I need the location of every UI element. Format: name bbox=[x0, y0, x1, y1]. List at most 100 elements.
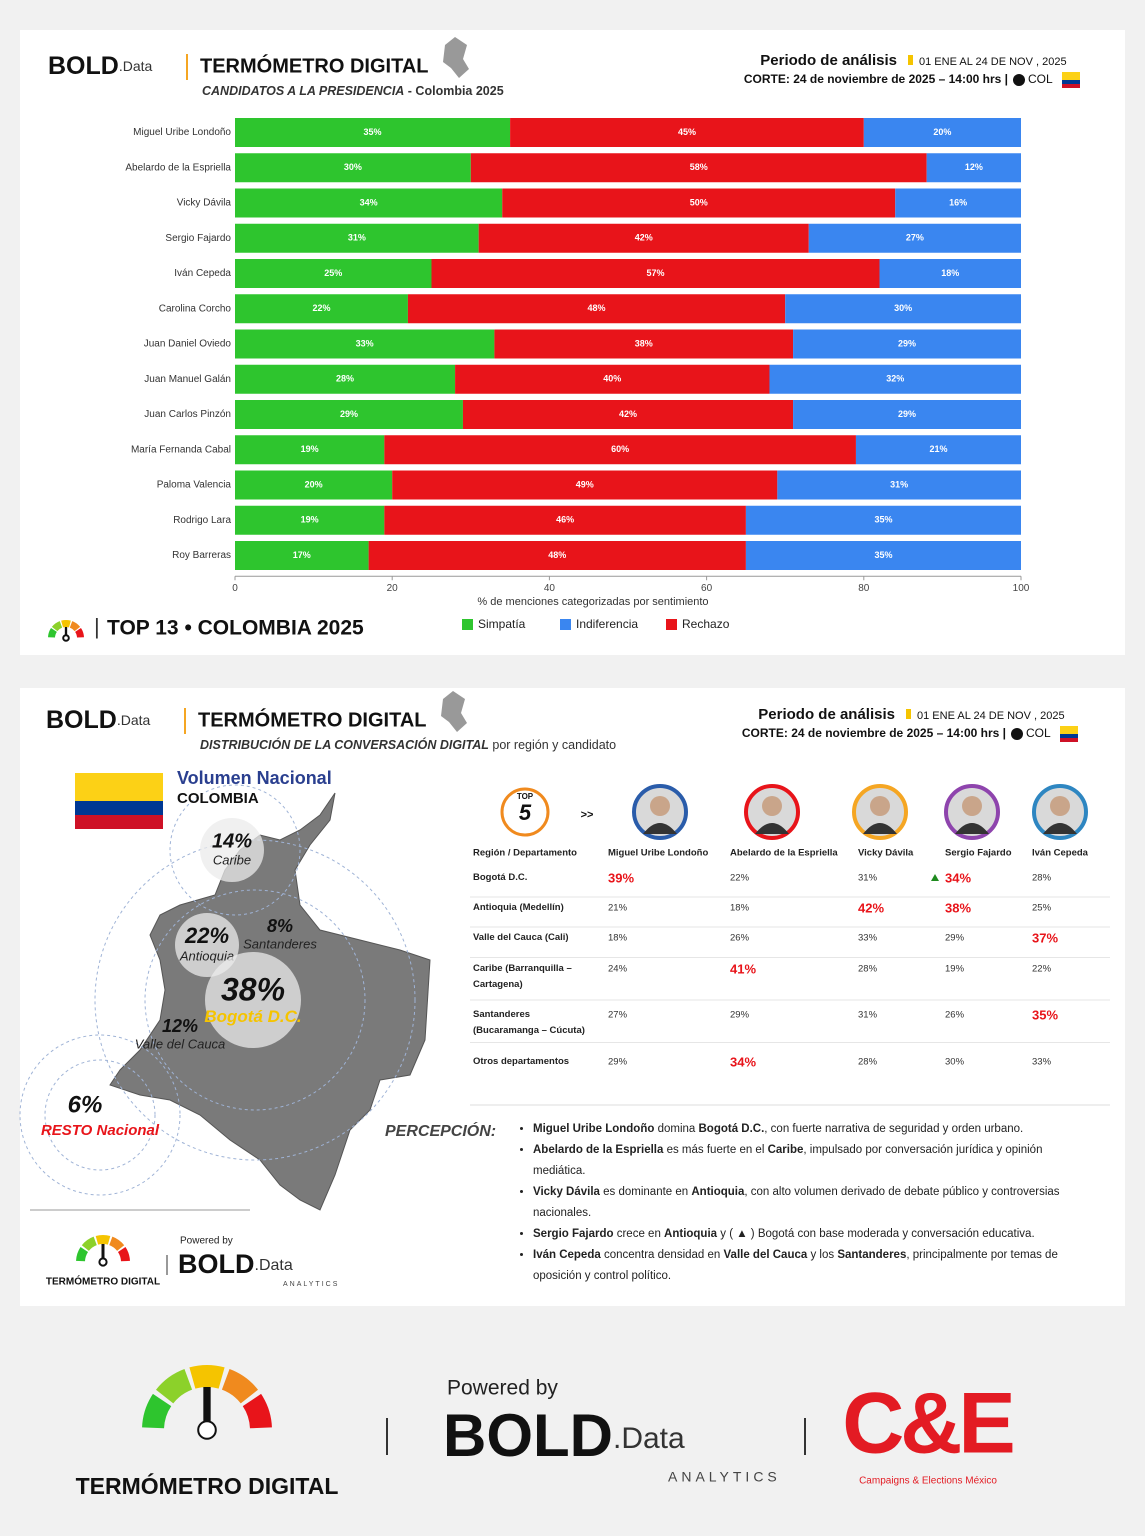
bar-segment bbox=[808, 223, 1021, 253]
brand-name: BOLD bbox=[178, 1249, 255, 1279]
brand-name: BOLD bbox=[443, 1402, 613, 1469]
cell: 37% bbox=[1032, 930, 1058, 945]
bar-segment bbox=[745, 505, 1021, 535]
avatar-face bbox=[650, 796, 670, 816]
caption: TOP 13 • COLOMBIA 2025 bbox=[107, 617, 364, 640]
avatar-body bbox=[1043, 823, 1077, 834]
data-label: 19% bbox=[301, 515, 319, 525]
powered: Powered by bbox=[447, 1377, 558, 1400]
header: BOLD.Data TERMÓMETRO DIGITAL CANDIDATOS A … bbox=[48, 37, 1080, 98]
avatar-face bbox=[1050, 796, 1070, 816]
brand-suffix: .Data bbox=[613, 1422, 685, 1455]
cell: 33% bbox=[1032, 1057, 1052, 1068]
bubble-label: Antioquia bbox=[179, 949, 234, 964]
cell: 26% bbox=[945, 1010, 965, 1021]
brand-suffix: .Data bbox=[119, 58, 153, 74]
bar-segment bbox=[855, 435, 1021, 465]
y-tick-label: Paloma Valencia bbox=[157, 480, 232, 491]
cell: 25% bbox=[1032, 903, 1052, 914]
bubble-share: 38% bbox=[221, 971, 285, 1007]
row-label: Bogotá D.C. bbox=[473, 872, 528, 883]
data-label: 31% bbox=[890, 479, 908, 489]
divider bbox=[184, 708, 186, 734]
volume-title: Volumen Nacional bbox=[177, 768, 332, 788]
perception-text: Iván Cepeda bbox=[533, 1249, 601, 1261]
brand: BOLD.Data bbox=[178, 1249, 293, 1279]
country: COL bbox=[1026, 726, 1051, 740]
gauge-hub bbox=[197, 1420, 217, 1440]
cell: 27% bbox=[608, 1010, 628, 1021]
gauge-segment bbox=[95, 1235, 111, 1245]
bar-segment bbox=[793, 329, 1021, 359]
period-marker bbox=[906, 709, 911, 719]
data-label: 30% bbox=[894, 303, 912, 313]
flag bbox=[75, 815, 163, 829]
data-label: 20% bbox=[933, 127, 951, 137]
bar-segment bbox=[470, 153, 927, 183]
bar-segment bbox=[235, 259, 432, 288]
bar-segment bbox=[384, 435, 856, 465]
x-tick-label: 20 bbox=[387, 583, 399, 594]
bar-segment bbox=[863, 118, 1021, 147]
data-label: 27% bbox=[906, 233, 924, 243]
row-label: Antioquia (Medellín) bbox=[473, 902, 564, 913]
gauge-segment bbox=[142, 1393, 172, 1429]
perception-text: Santanderes bbox=[837, 1249, 907, 1261]
bubble bbox=[175, 913, 239, 977]
bubble-share: 12% bbox=[162, 1016, 198, 1036]
data-label: 18% bbox=[941, 268, 959, 278]
top-number: 5 bbox=[519, 800, 532, 825]
perception-item: Vicky Dávila es dominante en Antioquia, … bbox=[533, 1182, 1098, 1224]
x-axis-label: % de menciones categorizadas por sentimi… bbox=[477, 596, 708, 608]
flag-r bbox=[1062, 84, 1080, 88]
data-label: 29% bbox=[898, 409, 916, 419]
bar-segment bbox=[235, 329, 495, 359]
cell: 30% bbox=[945, 1057, 965, 1068]
gauge-segment bbox=[48, 628, 57, 638]
bar-segment bbox=[368, 541, 746, 570]
brand-suffix: .Data bbox=[255, 1257, 293, 1274]
bubbles: Volumen Nacional COLOMBIA 14%Caribe 8%Santa… bbox=[41, 768, 337, 1288]
perception-text: Caribe bbox=[767, 1144, 804, 1156]
data-label: 49% bbox=[576, 479, 594, 489]
y-tick-label: Carolina Corcho bbox=[159, 303, 232, 314]
bubble-share: 6% bbox=[68, 1091, 103, 1118]
clock-icon bbox=[1011, 728, 1023, 740]
cell: 34% bbox=[945, 870, 971, 885]
cell: 38% bbox=[945, 900, 971, 915]
cell: 26% bbox=[730, 933, 750, 944]
title: TERMÓMETRO DIGITAL bbox=[198, 707, 427, 731]
data-label: 21% bbox=[929, 444, 947, 454]
cell: 28% bbox=[858, 1057, 878, 1068]
perception-text: concentra densidad en bbox=[600, 1249, 724, 1261]
cell: 42% bbox=[858, 900, 884, 915]
x-tick-label: 80 bbox=[858, 583, 870, 594]
subtitle-main: DISTRIBUCIÓN DE LA CONVERSACIÓN DIGITAL bbox=[200, 737, 489, 752]
perception-text: Antioquia bbox=[664, 1228, 718, 1240]
cut: CORTE: 24 de noviembre de 2025 – 14:00 h… bbox=[742, 726, 1006, 740]
y-tick-label: Juan Daniel Oviedo bbox=[144, 339, 232, 350]
x-tick-label: 40 bbox=[544, 583, 556, 594]
data-label: 30% bbox=[344, 162, 362, 172]
perception-text: , principalmente por temas de oposición … bbox=[533, 1249, 1058, 1282]
data-label: 40% bbox=[603, 374, 621, 384]
bar-segment bbox=[392, 470, 778, 500]
perception-item: Iván Cepeda concentra densidad en Valle … bbox=[533, 1245, 1098, 1287]
brand: BOLD.Data bbox=[443, 1402, 685, 1469]
gauge-segment bbox=[61, 619, 71, 628]
bar-segment bbox=[793, 400, 1021, 429]
column-header: Miguel Uribe Londoño bbox=[608, 848, 708, 859]
period: 01 ENE AL 24 DE NOV , 2025 bbox=[919, 56, 1067, 68]
brand-name: BOLD bbox=[46, 706, 117, 734]
legend-swatch bbox=[666, 619, 677, 630]
bar-segment bbox=[235, 400, 463, 429]
bar-segment bbox=[502, 188, 896, 218]
cell: 31% bbox=[858, 873, 878, 884]
flag-y bbox=[1062, 72, 1080, 80]
volume-country: COLOMBIA bbox=[177, 790, 259, 807]
bar-segment bbox=[455, 364, 770, 394]
data-label: 58% bbox=[690, 162, 708, 172]
